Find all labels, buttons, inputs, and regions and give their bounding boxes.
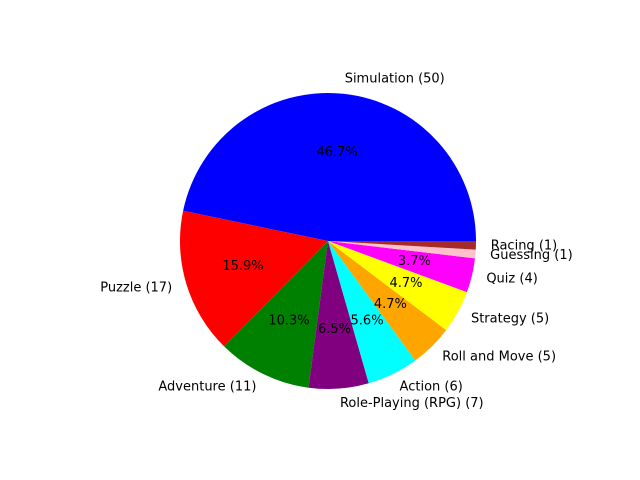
pie-slice-adventure-11 bbox=[224, 241, 328, 388]
percent-label-action-6: 5.6% bbox=[351, 313, 384, 328]
pie-slice-roll-and-move-5 bbox=[328, 241, 447, 361]
percent-labels: 46.7%15.9%10.3%6.5%5.6%4.7%4.7%3.7% bbox=[222, 145, 431, 337]
pie-slice-action-6 bbox=[328, 241, 416, 384]
pie-slice-strategy-5 bbox=[328, 241, 467, 331]
category-label-simulation-50: Simulation (50) bbox=[345, 72, 445, 87]
category-label-roll-and-move-5: Roll and Move (5) bbox=[442, 349, 556, 364]
percent-label-roll-and-move-5: 4.7% bbox=[374, 297, 407, 312]
percent-label-adventure-11: 10.3% bbox=[268, 313, 309, 328]
category-label-quiz-4: Quiz (4) bbox=[486, 271, 537, 286]
pie-slices bbox=[179, 92, 477, 389]
category-label-puzzle-17: Puzzle (17) bbox=[100, 281, 172, 296]
pie-slice-racing-1 bbox=[328, 241, 476, 250]
pie-slice-quiz-4 bbox=[328, 241, 475, 293]
category-label-action-6: Action (6) bbox=[400, 380, 463, 395]
percent-label-role-playing-rpg-7: 6.5% bbox=[318, 322, 351, 337]
percent-label-quiz-4: 3.7% bbox=[398, 254, 431, 269]
percent-label-puzzle-17: 15.9% bbox=[222, 259, 263, 274]
pie-slice-puzzle-17 bbox=[179, 210, 328, 347]
category-label-racing-1: Racing (1) bbox=[491, 238, 558, 253]
category-label-role-playing-rpg-7: Role-Playing (RPG) (7) bbox=[340, 396, 484, 411]
pie-slice-simulation-50 bbox=[183, 92, 477, 242]
percent-label-strategy-5: 4.7% bbox=[389, 276, 422, 291]
pie-slice-guessing-1 bbox=[328, 241, 476, 259]
category-label-guessing-1: Guessing (1) bbox=[490, 248, 573, 263]
category-label-adventure-11: Adventure (11) bbox=[158, 380, 256, 395]
percent-label-simulation-50: 46.7% bbox=[316, 145, 357, 160]
category-label-strategy-5: Strategy (5) bbox=[471, 311, 549, 326]
pie-slice-role-playing-rpg-7 bbox=[308, 241, 369, 389]
category-labels: Simulation (50) Puzzle (17) Adventure (11)… bbox=[100, 72, 572, 411]
